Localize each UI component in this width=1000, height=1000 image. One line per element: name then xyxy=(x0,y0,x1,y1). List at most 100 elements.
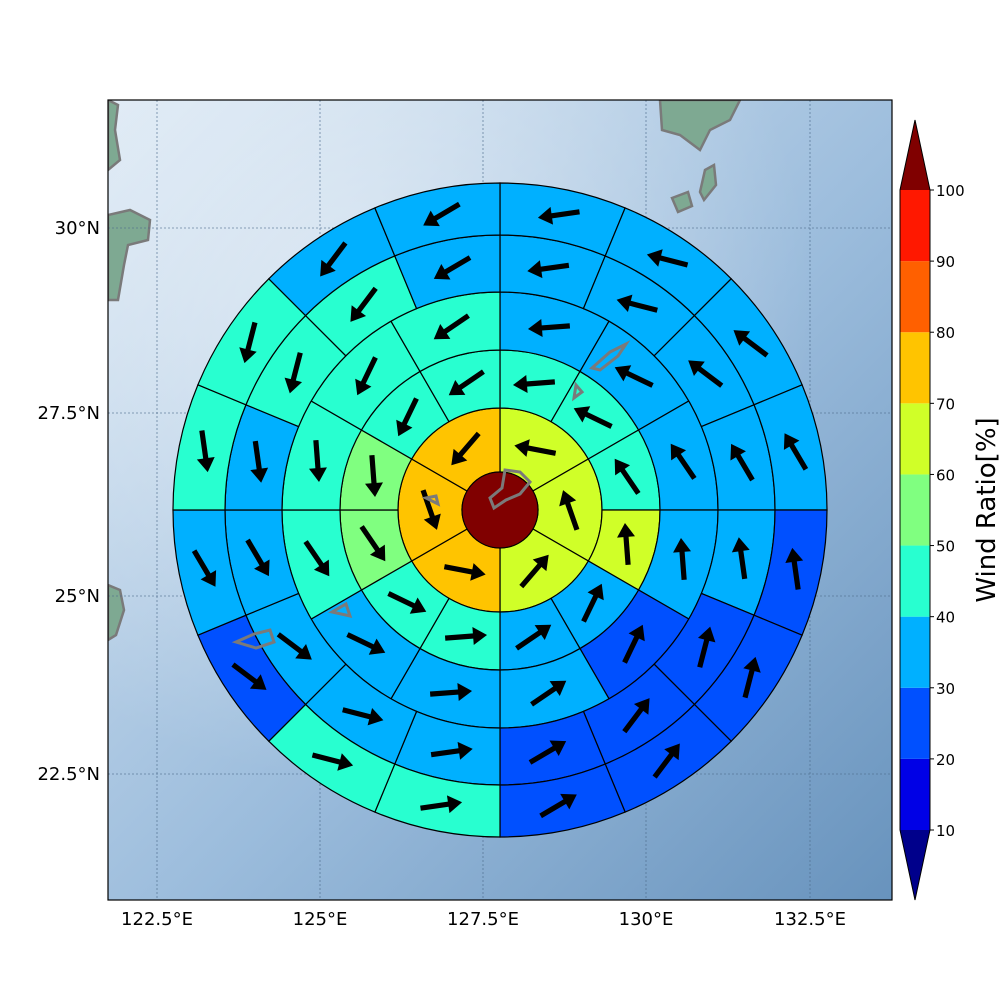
colorbar-tick-label: 60 xyxy=(936,466,955,484)
colorbar-tick-label: 70 xyxy=(936,395,955,413)
map-frame xyxy=(107,99,893,901)
x-tick-label: 125°E xyxy=(293,909,348,930)
wind-arrow xyxy=(519,554,549,589)
wind-arrow xyxy=(785,547,804,590)
wind-arrow xyxy=(622,624,645,664)
wind-arrow xyxy=(527,260,570,279)
wind-arrow xyxy=(423,201,461,227)
wind-arrow xyxy=(451,431,481,466)
colorbar-tick-label: 90 xyxy=(936,253,955,271)
wind-arrow xyxy=(387,591,427,614)
wind-arrow xyxy=(320,241,348,277)
y-tick-label: 27.5°N xyxy=(37,403,100,424)
wind-arrow xyxy=(614,458,641,495)
wind-arrow xyxy=(250,440,269,483)
x-tick-label: 132.5°E xyxy=(774,909,846,930)
wind-arrow xyxy=(673,537,692,581)
x-axis: 122.5°E 125°E 127.5°E 130°E 132.5°E xyxy=(121,909,846,930)
land-taiwan-west xyxy=(108,100,122,172)
wind-arrow xyxy=(245,538,270,577)
colorbar-tick-label: 10 xyxy=(936,822,955,840)
colorbar-swatch xyxy=(900,545,930,617)
wind-arrow xyxy=(573,406,613,429)
wind-arrow xyxy=(670,443,697,480)
y-tick-label: 30°N xyxy=(55,218,100,239)
colorbar-under-triangle xyxy=(900,830,930,900)
wind-arrow xyxy=(688,360,724,388)
wind-arrow xyxy=(355,356,378,396)
land-tanegashima xyxy=(698,162,718,203)
wind-arrow xyxy=(429,683,473,702)
wind-arrow xyxy=(433,255,472,280)
wind-arrow xyxy=(697,626,716,668)
colorbar-swatch xyxy=(900,474,930,546)
wind-arrow xyxy=(231,662,267,690)
wind-arrow xyxy=(731,537,750,580)
wind-arrow xyxy=(730,443,755,482)
wind-arrow xyxy=(191,549,217,587)
colorbar: 10 20 30 40 50 60 70 80 90 100 xyxy=(899,119,965,901)
wind-arrow xyxy=(515,624,552,651)
wind-arrow xyxy=(652,743,680,779)
wind-arrow xyxy=(559,490,580,531)
colorbar-swatch xyxy=(900,190,930,262)
wind-arrow xyxy=(359,525,386,562)
wind-arrow xyxy=(276,632,312,660)
land-taiwan xyxy=(108,583,126,642)
wind-arrow xyxy=(342,707,384,726)
wind-arrow xyxy=(530,680,567,707)
wind-arrow xyxy=(512,375,556,393)
x-tick-label: 122.5°E xyxy=(121,909,193,930)
colorbar-tick-label: 40 xyxy=(936,609,955,627)
land-masses xyxy=(108,100,742,650)
wind-arrow xyxy=(539,793,577,819)
wind-arrow xyxy=(527,318,571,337)
colorbar-tick-label: 30 xyxy=(936,680,955,698)
wind-ratio-sectors xyxy=(172,182,828,838)
wind-arrow xyxy=(430,741,473,760)
wind-arrow xyxy=(742,656,761,699)
wind-arrow xyxy=(622,698,650,734)
wind-arrow xyxy=(433,313,470,340)
wind-arrow xyxy=(443,563,486,581)
wind-arrow xyxy=(239,321,258,364)
wind-arrow xyxy=(196,430,215,473)
wind-arrow xyxy=(733,330,769,358)
island-outlines xyxy=(231,340,631,650)
wind-arrow xyxy=(396,397,419,437)
wind-arrow xyxy=(616,294,658,313)
wind-arrow xyxy=(303,540,330,577)
colorbar-tick-label: 20 xyxy=(936,751,955,769)
wind-arrows xyxy=(191,201,809,819)
wind-arrow xyxy=(581,583,604,623)
colorbar-swatch xyxy=(900,261,930,333)
colorbar-label: Wind Ratio[%] xyxy=(972,417,1000,602)
colorbar-swatch xyxy=(900,332,930,404)
wind-arrow xyxy=(284,352,303,394)
wind-arrow xyxy=(420,795,463,814)
wind-arrow xyxy=(346,632,386,655)
wind-arrow xyxy=(537,206,580,225)
colorbar-tick-label: 100 xyxy=(936,182,965,200)
wind-arrow xyxy=(617,522,635,566)
wind-arrow xyxy=(365,454,383,498)
wind-arrow xyxy=(350,286,378,322)
colorbar-swatch xyxy=(900,616,930,688)
colorbar-tick-label: 50 xyxy=(936,538,955,556)
wind-arrow xyxy=(308,439,327,483)
y-axis: 30°N 27.5°N 25°N 22.5°N xyxy=(37,218,100,785)
wind-arrow xyxy=(646,249,689,268)
wind-arrow xyxy=(528,740,567,765)
y-tick-label: 22.5°N xyxy=(37,764,100,785)
colorbar-swatch xyxy=(900,687,930,759)
wind-arrow xyxy=(514,439,557,457)
colorbar-swatch xyxy=(900,403,930,475)
land-china-coast xyxy=(108,208,152,302)
colorbar-swatch xyxy=(900,758,930,830)
wind-arrow xyxy=(614,365,654,388)
wind-arrow xyxy=(783,433,809,471)
x-tick-label: 127.5°E xyxy=(447,909,519,930)
wind-arrow xyxy=(448,369,485,396)
x-tick-label: 130°E xyxy=(619,909,674,930)
